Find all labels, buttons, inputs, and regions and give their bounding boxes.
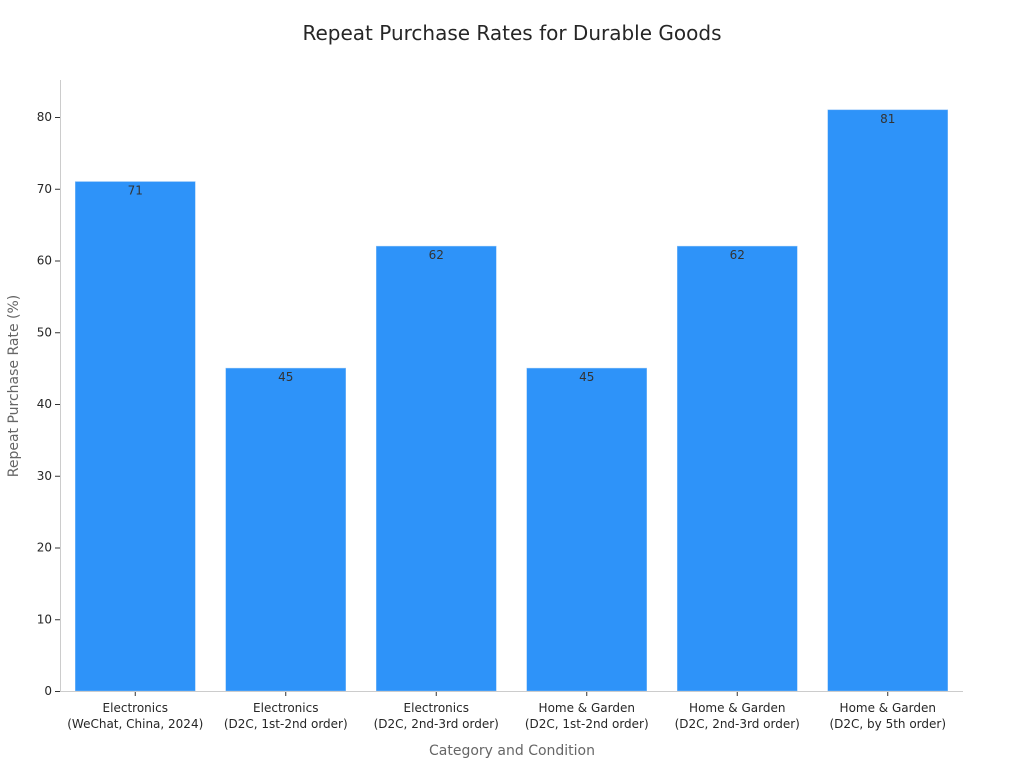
y-tick-label: 10 bbox=[37, 612, 52, 626]
x-tick-label: Home & Garden (D2C, by 5th order) bbox=[829, 701, 946, 731]
y-tick-label: 60 bbox=[37, 254, 52, 268]
y-tick-label: 40 bbox=[37, 397, 52, 411]
data-label: 62 bbox=[730, 248, 745, 262]
x-tick-label: Electronics (D2C, 1st-2nd order) bbox=[224, 701, 348, 731]
data-label: 45 bbox=[278, 370, 293, 384]
bar bbox=[827, 109, 948, 692]
y-tick-label: 50 bbox=[37, 325, 52, 339]
x-tick-label: Home & Garden (D2C, 1st-2nd order) bbox=[525, 701, 649, 731]
bar bbox=[526, 367, 647, 692]
y-tick-label: 30 bbox=[37, 469, 52, 483]
y-tick-label: 20 bbox=[37, 541, 52, 555]
x-tick-label: Electronics (WeChat, China, 2024) bbox=[67, 701, 203, 731]
bar bbox=[75, 181, 196, 692]
x-tick-label: Home & Garden (D2C, 2nd-3rd order) bbox=[675, 701, 800, 731]
x-axis-label: Category and Condition bbox=[429, 743, 595, 759]
bar bbox=[677, 245, 798, 692]
y-tick-label: 70 bbox=[37, 182, 52, 196]
data-label: 62 bbox=[429, 248, 444, 262]
chart-title: Repeat Purchase Rates for Durable Goods bbox=[303, 21, 722, 45]
data-label: 45 bbox=[579, 370, 594, 384]
data-label: 71 bbox=[128, 184, 143, 198]
data-label: 81 bbox=[880, 112, 895, 126]
bar bbox=[376, 245, 497, 692]
y-axis-label: Repeat Purchase Rate (%) bbox=[6, 295, 22, 478]
x-tick-label: Electronics (D2C, 2nd-3rd order) bbox=[374, 701, 499, 731]
bar bbox=[225, 367, 346, 692]
y-tick-label: 0 bbox=[44, 684, 52, 698]
y-tick-label: 80 bbox=[37, 110, 52, 124]
